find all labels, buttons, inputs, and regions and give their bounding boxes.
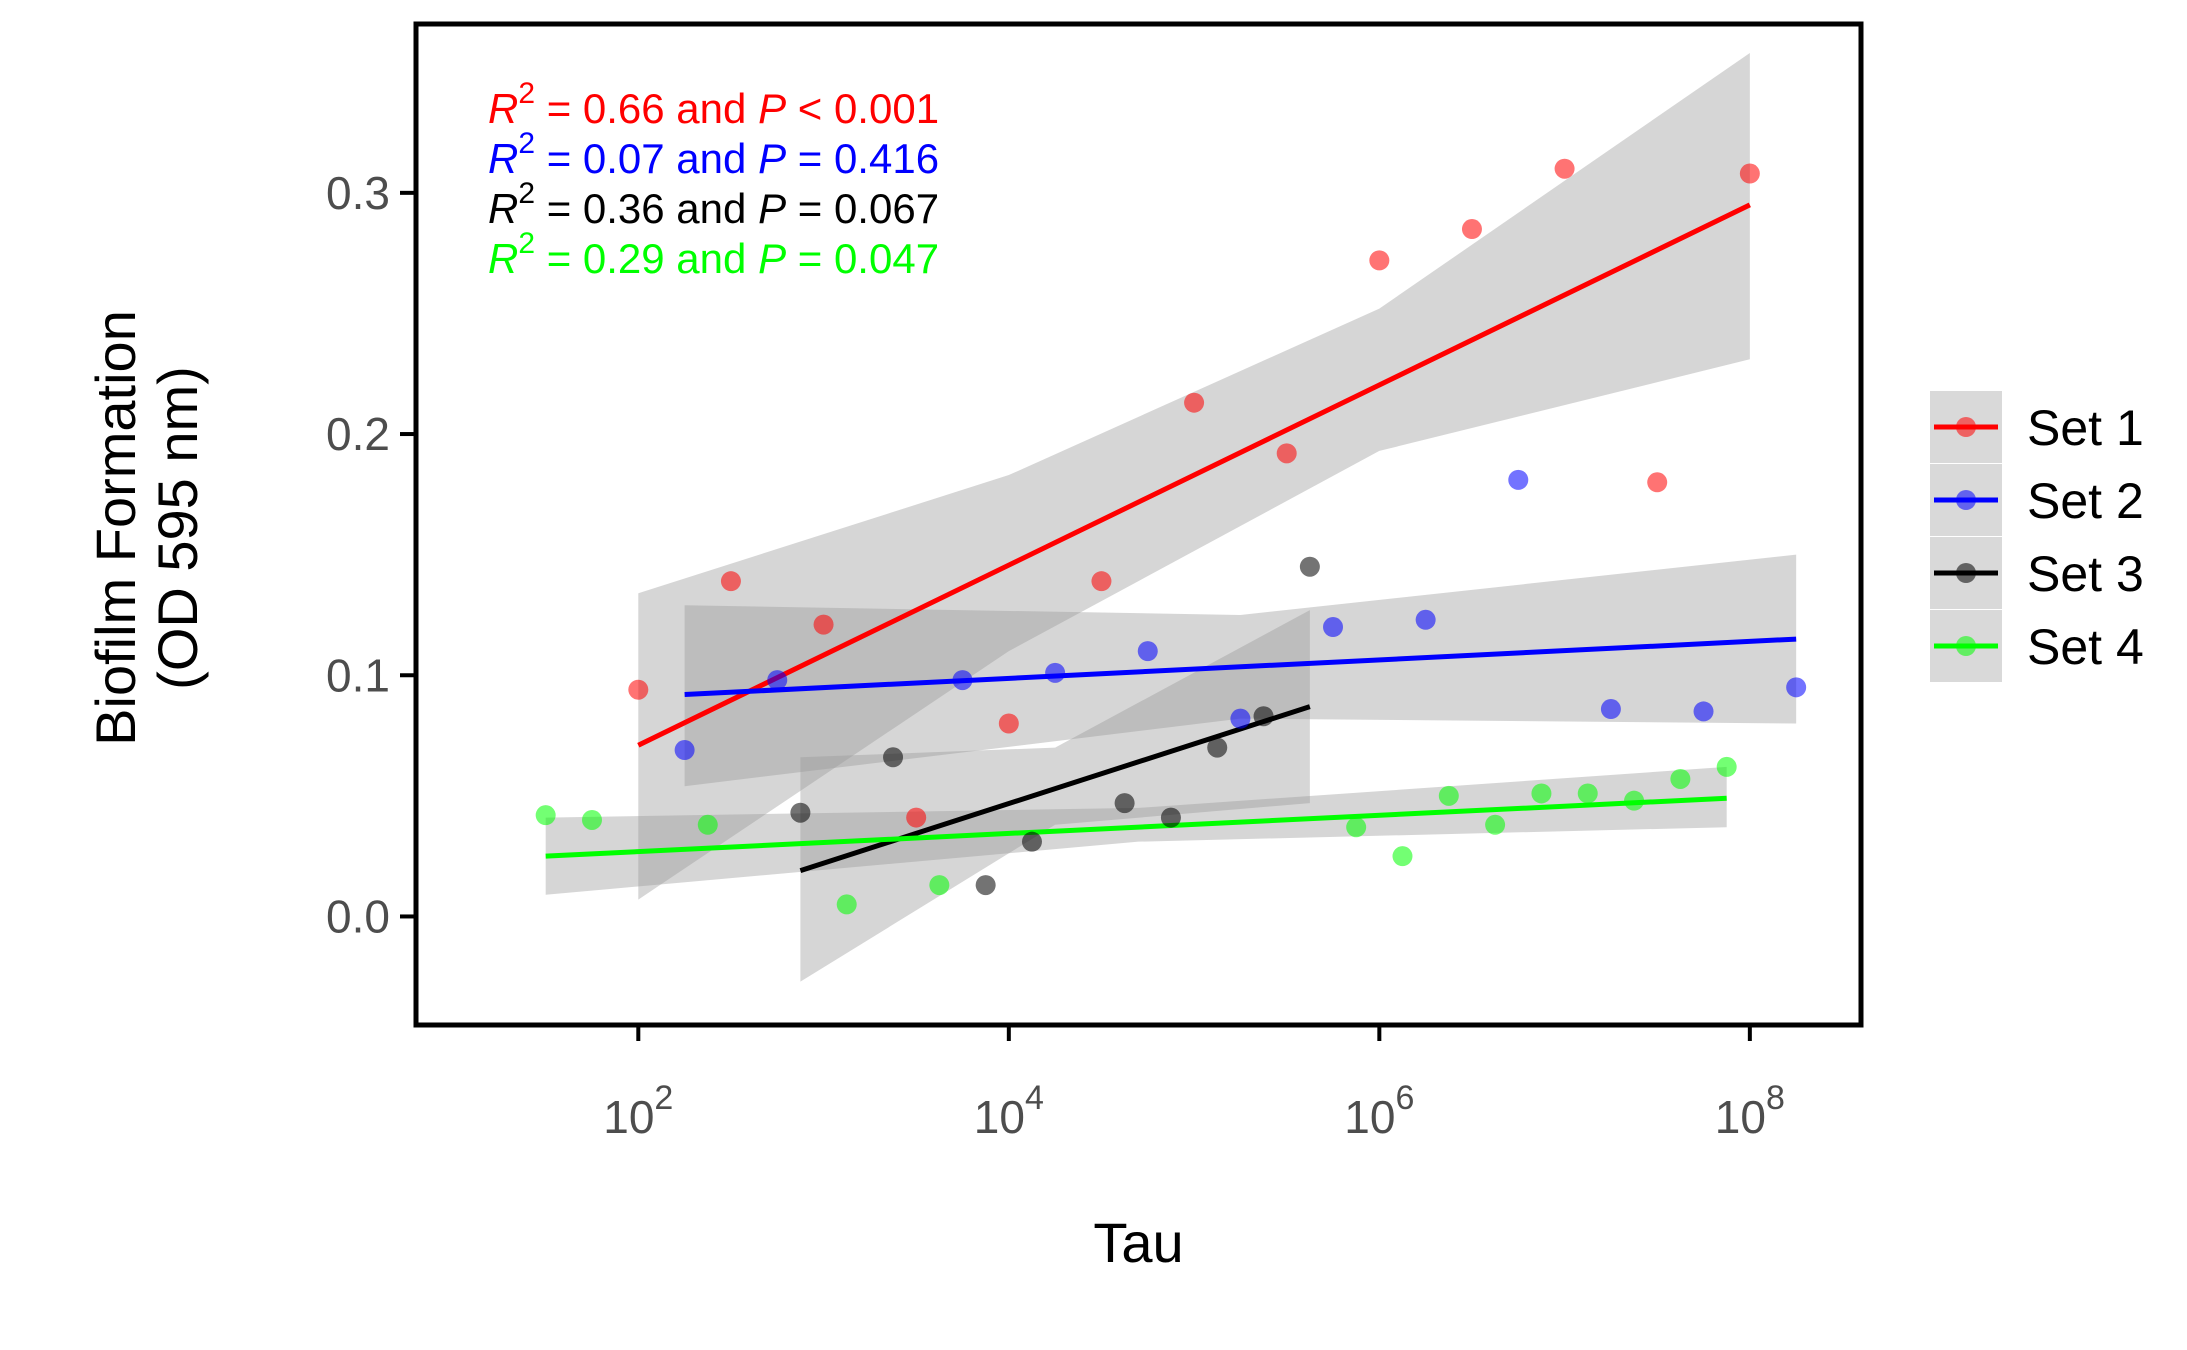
legend-label-set-2: Set 2 — [2027, 473, 2144, 529]
data-point-set-3-7 — [1207, 737, 1228, 758]
data-point-set-3-4 — [1021, 831, 1042, 852]
stats-annotation-set-1: R2 = 0.66 and P < 0.001 — [488, 77, 939, 132]
data-point-set-4-7 — [1392, 846, 1413, 867]
data-point-set-1-12 — [1647, 472, 1668, 493]
data-point-set-3-9 — [1299, 556, 1320, 577]
data-point-set-3-6 — [1160, 807, 1181, 828]
data-point-set-4-11 — [1577, 783, 1598, 804]
axes: 0.0 0.1 0.2 0.3 102 104 106 108 Tau Biofilm Forma… — [84, 167, 1785, 1274]
legend-dot-set-3 — [1956, 563, 1976, 583]
data-point-set-1-5 — [998, 713, 1019, 734]
data-point-set-4-12 — [1624, 790, 1645, 811]
data-point-set-2-5 — [1137, 641, 1158, 662]
data-point-set-1-1 — [628, 679, 649, 700]
legend-dot-set-4 — [1956, 636, 1976, 656]
x-tick-label: 108 — [1715, 1079, 1785, 1143]
fit-lines — [545, 202, 1797, 874]
data-point-set-4-1 — [535, 805, 556, 826]
data-point-set-4-10 — [1531, 783, 1552, 804]
y-tick-label: 0.3 — [326, 167, 390, 219]
x-axis-title: Tau — [1093, 1211, 1183, 1274]
data-point-set-1-10 — [1461, 219, 1482, 240]
data-point-set-2-9 — [1508, 469, 1529, 490]
legend-label-set-4: Set 4 — [2027, 619, 2144, 675]
plot-panel-border — [413, 21, 1864, 1028]
stats-annotation-set-4: R2 = 0.29 and P = 0.047 — [488, 227, 939, 282]
legend-label-set-3: Set 3 — [2027, 546, 2144, 602]
data-point-set-1-8 — [1276, 443, 1297, 464]
data-point-set-1-3 — [813, 614, 834, 635]
data-point-set-3-1 — [790, 802, 811, 823]
data-point-set-3-2 — [883, 747, 904, 768]
data-point-set-1-9 — [1369, 250, 1390, 271]
legend: Set 1 Set 2 Set 3 Set 4 — [1930, 391, 2144, 682]
data-point-set-2-6 — [1230, 708, 1251, 729]
stats-annotation-set-2: R2 = 0.07 and P = 0.416 — [488, 127, 939, 182]
data-point-set-1-7 — [1184, 392, 1205, 413]
data-point-set-3-5 — [1114, 793, 1135, 814]
legend-dot-set-1 — [1956, 417, 1976, 437]
y-tick-label: 0.1 — [326, 649, 390, 701]
data-point-set-2-7 — [1323, 617, 1344, 638]
data-point-set-4-13 — [1670, 768, 1691, 789]
y-tick-label: 0.2 — [326, 408, 390, 460]
data-point-set-1-2 — [720, 571, 741, 592]
data-point-set-4-9 — [1485, 814, 1506, 835]
fit-line-set-4 — [545, 795, 1727, 859]
y-axis-title: Biofilm Formation(OD 595 nm) — [84, 310, 209, 746]
y-tick-label: 0.0 — [326, 890, 390, 942]
fit-line-set-2 — [684, 636, 1797, 698]
data-point-set-1-11 — [1554, 158, 1575, 179]
data-point-set-2-8 — [1415, 609, 1436, 630]
data-point-set-4-2 — [581, 809, 602, 830]
fit-line-set-1 — [637, 202, 1751, 748]
legend-label-set-1: Set 1 — [2027, 400, 2144, 456]
data-point-set-2-4 — [1045, 662, 1066, 683]
data-point-set-4-8 — [1438, 785, 1459, 806]
stats-annotation-set-3: R2 = 0.36 and P = 0.067 — [488, 177, 939, 232]
data-point-set-2-2 — [767, 670, 788, 691]
data-point-set-4-5 — [929, 875, 950, 896]
confidence-band-set-2 — [684, 554, 1797, 787]
x-tick-label: 106 — [1344, 1079, 1414, 1143]
data-point-set-1-6 — [1091, 571, 1112, 592]
data-point-set-2-12 — [1786, 677, 1807, 698]
data-point-set-3-3 — [975, 875, 996, 896]
data-point-set-1-13 — [1739, 163, 1760, 184]
data-point-set-2-3 — [952, 670, 973, 691]
data-point-set-2-1 — [674, 740, 695, 761]
x-tick-label: 104 — [974, 1079, 1044, 1143]
data-point-set-1-4 — [906, 807, 927, 828]
data-point-set-4-14 — [1716, 756, 1737, 777]
data-point-set-4-3 — [697, 814, 718, 835]
confidence-band-set-3 — [800, 610, 1310, 982]
data-point-set-4-4 — [836, 894, 857, 915]
data-point-set-3-8 — [1253, 706, 1274, 727]
x-tick-label: 102 — [603, 1079, 673, 1143]
data-point-set-2-10 — [1600, 699, 1621, 720]
data-point-set-2-11 — [1693, 701, 1714, 722]
legend-dot-set-2 — [1956, 490, 1976, 510]
confidence-band-set-4 — [545, 766, 1727, 895]
data-point-set-4-6 — [1346, 817, 1367, 838]
data-points — [535, 158, 1807, 915]
fit-line-set-3 — [799, 704, 1311, 874]
